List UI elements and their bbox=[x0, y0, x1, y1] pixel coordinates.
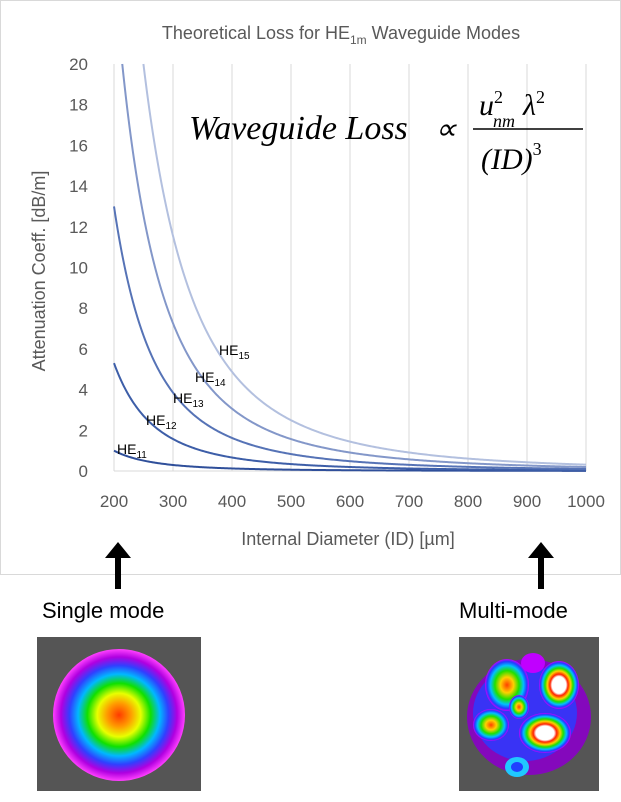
chart-frame: Theoretical Loss for HE1m Waveguide Mode… bbox=[0, 0, 621, 575]
chart-title: Theoretical Loss for HE1m Waveguide Mode… bbox=[162, 23, 520, 47]
x-tick-label-900: 900 bbox=[513, 492, 541, 511]
x-tick-label-700: 700 bbox=[395, 492, 423, 511]
x-axis-ticks: 200 300 400 500 600 700 800 900 1000 bbox=[100, 492, 605, 511]
y-tick-label-12: 12 bbox=[69, 218, 88, 237]
y-tick-label-10: 10 bbox=[69, 259, 88, 278]
chart: Theoretical Loss for HE1m Waveguide Mode… bbox=[29, 23, 605, 549]
curves bbox=[113, 63, 587, 472]
x-tick-label-300: 300 bbox=[159, 492, 187, 511]
multi-mode-arrow bbox=[528, 542, 554, 589]
formula-annotation: Waveguide Loss ∝ u2 nm λ2 (ID)3 bbox=[189, 87, 583, 176]
x-tick-label-1000: 1000 bbox=[567, 492, 605, 511]
x-tick-label-500: 500 bbox=[277, 492, 305, 511]
y-tick-label-4: 4 bbox=[79, 381, 88, 400]
series-label-he12: HE12 bbox=[146, 412, 177, 432]
formula-propto: ∝ bbox=[435, 113, 457, 146]
series-label-he11: HE11 bbox=[117, 441, 147, 461]
series-line-he13 bbox=[113, 206, 587, 470]
series-label-he14: HE14 bbox=[195, 369, 226, 389]
formula-lhs: Waveguide Loss bbox=[189, 110, 408, 147]
y-axis-ticks: 0 2 4 6 8 10 12 14 16 18 20 bbox=[69, 55, 88, 481]
chart-title-suffix: Waveguide Modes bbox=[367, 23, 520, 43]
series-line-he12 bbox=[113, 362, 587, 472]
x-tick-label-200: 200 bbox=[100, 492, 128, 511]
y-tick-label-8: 8 bbox=[79, 299, 88, 318]
series-label-he15: HE15 bbox=[219, 342, 250, 362]
y-tick-label-0: 0 bbox=[79, 462, 88, 481]
y-tick-label-18: 18 bbox=[69, 96, 88, 115]
y-tick-label-16: 16 bbox=[69, 136, 88, 155]
formula-numerator: u2 nm λ2 bbox=[479, 87, 545, 131]
x-axis-title: Internal Diameter (ID) [µm] bbox=[241, 529, 454, 549]
series-line-he15 bbox=[142, 63, 587, 466]
formula-denominator: (ID)3 bbox=[481, 139, 542, 176]
arrows bbox=[105, 542, 554, 589]
series-line-he11 bbox=[113, 449, 586, 472]
x-tick-label-800: 800 bbox=[454, 492, 482, 511]
chart-title-subscript: 1m bbox=[350, 33, 367, 47]
y-axis-title: Attenuation Coeff. [dB/m] bbox=[29, 171, 49, 372]
single-mode-beam-image bbox=[37, 637, 201, 791]
single-mode-label: Single mode bbox=[42, 598, 165, 623]
multi-mode-beam-image bbox=[459, 637, 599, 791]
multi-mode-label: Multi-mode bbox=[459, 598, 568, 623]
y-tick-label-6: 6 bbox=[79, 340, 88, 359]
x-tick-label-400: 400 bbox=[218, 492, 246, 511]
y-tick-label-2: 2 bbox=[79, 421, 88, 440]
x-tick-label-600: 600 bbox=[336, 492, 364, 511]
single-mode-arrow bbox=[105, 542, 131, 589]
series-line-he14 bbox=[121, 63, 587, 469]
series-label-he13: HE13 bbox=[173, 390, 204, 410]
y-tick-label-14: 14 bbox=[69, 177, 88, 196]
y-tick-label-20: 20 bbox=[69, 55, 88, 74]
